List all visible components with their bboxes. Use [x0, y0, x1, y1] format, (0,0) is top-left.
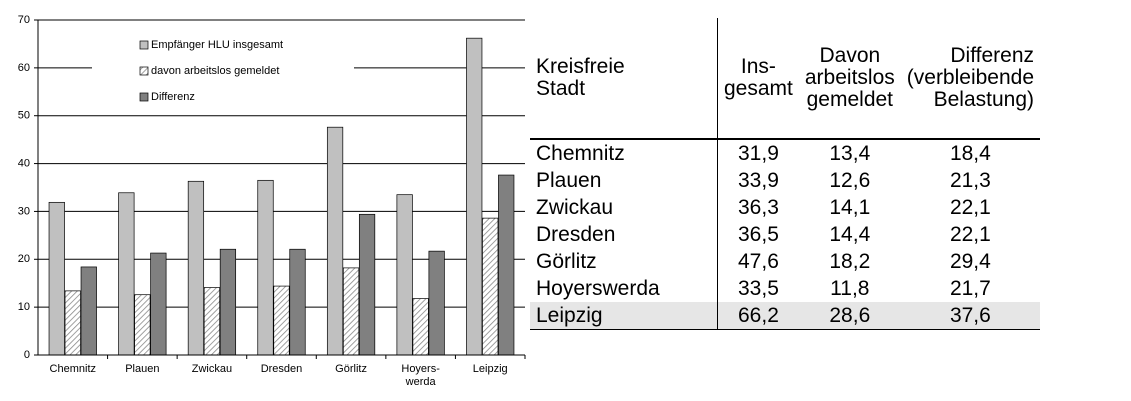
bar [342, 267, 360, 356]
bar [187, 180, 205, 356]
cell: Chemnitz [530, 139, 718, 167]
bar [64, 290, 81, 356]
cell: 36,3 [738, 195, 779, 219]
y-tick-label: 0 [24, 349, 30, 361]
header-row: Kreisfreie Stadt Ins- gesamt Davon arbeits… [530, 18, 1041, 139]
bar [289, 248, 306, 356]
cell: Hoyerswerda [530, 275, 718, 302]
cell: 47,6 [738, 249, 779, 273]
cell: 18,2 [829, 249, 871, 273]
bar [396, 194, 413, 356]
y-tick-label: 10 [18, 301, 30, 313]
x-tick-label: Chemnitz [50, 363, 96, 375]
header-cell: Kreisfreie Stadt [530, 18, 718, 139]
y-tick-label: 70 [18, 14, 30, 26]
data-table: Kreisfreie Stadt Ins- gesamt Davon arbeits… [530, 18, 1041, 330]
cell: 36,5 [738, 222, 779, 246]
cell: 22,1 [949, 195, 991, 219]
cell: 37,6 [949, 303, 991, 327]
bar [326, 126, 344, 356]
cell: Görlitz [530, 248, 718, 275]
bar [134, 294, 151, 356]
header-cell: Ins- gesamt [724, 55, 793, 100]
cell: Plauen [530, 167, 718, 194]
cell: 11,8 [830, 276, 870, 300]
cell: 12,6 [829, 168, 871, 192]
y-tick-label: 30 [18, 205, 30, 217]
bar [219, 248, 237, 356]
x-tick-label: Zwickau [192, 363, 232, 375]
cell: 21,7 [949, 276, 991, 300]
bar [118, 192, 135, 356]
cell: Zwickau [530, 194, 718, 221]
cell: 33,5 [738, 276, 779, 300]
legend-swatch [139, 40, 149, 50]
x-tick-label: Dresden [261, 363, 303, 375]
cell: 14,1 [829, 195, 871, 219]
bar [428, 250, 445, 356]
cell: 22,1 [949, 222, 991, 246]
row: Zwickau 36,3 14,1 22,1 [530, 194, 1040, 221]
y-tick-label: 40 [18, 157, 30, 169]
cell: Dresden [530, 221, 718, 248]
bar [80, 266, 97, 356]
bar [48, 201, 65, 356]
bar [482, 217, 499, 356]
legend-label: Differenz [151, 91, 195, 103]
bar [203, 287, 221, 356]
x-tick-label: Leipzig [473, 363, 508, 375]
header-cell: Davon arbeitslos gemeldet [804, 44, 895, 111]
row: Plauen 33,9 12,6 21,3 [530, 167, 1040, 194]
y-tick-label: 20 [18, 253, 30, 265]
legend-label: davon arbeitslos gemeldet [151, 65, 279, 77]
cell: 18,4 [949, 141, 991, 165]
bar [273, 285, 290, 356]
row: Chemnitz 31,9 13,4 18,4 [530, 139, 1040, 167]
x-tick-label: Plauen [125, 363, 159, 375]
cell: 14,4 [829, 222, 871, 246]
cell: 33,9 [738, 168, 779, 192]
row: Hoyerswerda 33,5 11,8 21,7 [530, 275, 1040, 302]
cell: 13,4 [829, 141, 871, 165]
chart: 0 10 20 30 40 50 60 70 Chemnitz Plauen Zwickau Dres… [18, 14, 526, 388]
x-tick-label: Hoyers-werda [401, 363, 440, 388]
row: Dresden 36,5 14,4 22,1 [530, 221, 1040, 248]
x-tick-label: Görlitz [335, 363, 367, 375]
bar [412, 298, 429, 356]
cell: 66,2 [738, 303, 779, 327]
row: Leipzig 66,2 28,6 37,6 [530, 302, 1041, 330]
cell: Leipzig [530, 302, 718, 330]
header-cell: Differenz (verbleibende Belastung) [906, 44, 1035, 111]
y-tick-label: 50 [18, 110, 30, 122]
legend-box [92, 30, 354, 112]
bar [498, 174, 515, 356]
bar [358, 213, 376, 356]
bar [257, 179, 274, 356]
y-tick-label: 60 [18, 62, 30, 74]
bar [150, 252, 167, 356]
cell: 31,9 [738, 141, 779, 165]
row: Görlitz 47,6 18,2 29,4 [530, 248, 1040, 275]
legend-label: Empfänger HLU insgesamt [151, 39, 283, 51]
legend-swatch [139, 66, 149, 76]
cell: 29,4 [949, 249, 991, 273]
bar [466, 37, 483, 356]
cell: 28,6 [829, 303, 871, 327]
legend-swatch [139, 92, 149, 102]
cell: 21,3 [949, 168, 991, 192]
